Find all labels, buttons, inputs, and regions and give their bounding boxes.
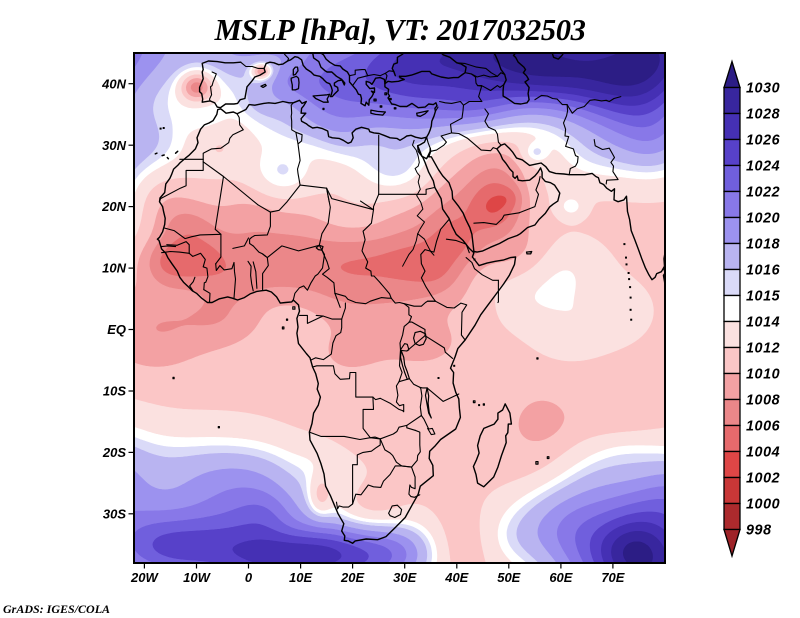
svg-text:40N: 40N bbox=[101, 76, 126, 91]
svg-text:70E: 70E bbox=[601, 570, 624, 585]
svg-text:1028: 1028 bbox=[746, 106, 780, 122]
svg-text:10E: 10E bbox=[289, 570, 312, 585]
svg-text:1030: 1030 bbox=[746, 80, 780, 96]
svg-text:30S: 30S bbox=[103, 506, 126, 521]
svg-text:1018: 1018 bbox=[746, 236, 780, 252]
svg-text:1002: 1002 bbox=[746, 470, 780, 486]
svg-text:30N: 30N bbox=[102, 138, 126, 153]
svg-text:1014: 1014 bbox=[746, 314, 780, 330]
svg-text:1016: 1016 bbox=[746, 262, 781, 278]
svg-text:60E: 60E bbox=[549, 570, 572, 585]
svg-text:GrADS: IGES/COLA: GrADS: IGES/COLA bbox=[3, 602, 110, 616]
svg-text:1008: 1008 bbox=[746, 392, 780, 408]
svg-text:1015: 1015 bbox=[746, 288, 781, 304]
svg-text:998: 998 bbox=[746, 522, 772, 538]
svg-text:50E: 50E bbox=[497, 570, 520, 585]
svg-text:10S: 10S bbox=[103, 384, 126, 399]
svg-text:20W: 20W bbox=[130, 570, 159, 585]
svg-text:1006: 1006 bbox=[746, 418, 781, 434]
svg-text:40E: 40E bbox=[444, 570, 468, 585]
svg-text:1012: 1012 bbox=[746, 340, 780, 356]
svg-text:20S: 20S bbox=[102, 445, 126, 460]
svg-text:20E: 20E bbox=[340, 570, 364, 585]
svg-text:1026: 1026 bbox=[746, 132, 781, 148]
svg-text:30E: 30E bbox=[393, 570, 416, 585]
svg-text:MSLP [hPa], VT: 2017032503: MSLP [hPa], VT: 2017032503 bbox=[214, 13, 586, 47]
svg-text:1010: 1010 bbox=[746, 366, 780, 382]
svg-text:1000: 1000 bbox=[746, 496, 780, 512]
svg-text:0: 0 bbox=[245, 570, 253, 585]
svg-text:10N: 10N bbox=[102, 261, 126, 276]
svg-text:20N: 20N bbox=[101, 199, 126, 214]
svg-text:1020: 1020 bbox=[746, 210, 780, 226]
svg-text:10W: 10W bbox=[183, 570, 211, 585]
svg-text:EQ: EQ bbox=[107, 322, 126, 337]
svg-text:1024: 1024 bbox=[746, 158, 780, 174]
svg-text:1022: 1022 bbox=[746, 184, 780, 200]
svg-text:1004: 1004 bbox=[746, 444, 780, 460]
